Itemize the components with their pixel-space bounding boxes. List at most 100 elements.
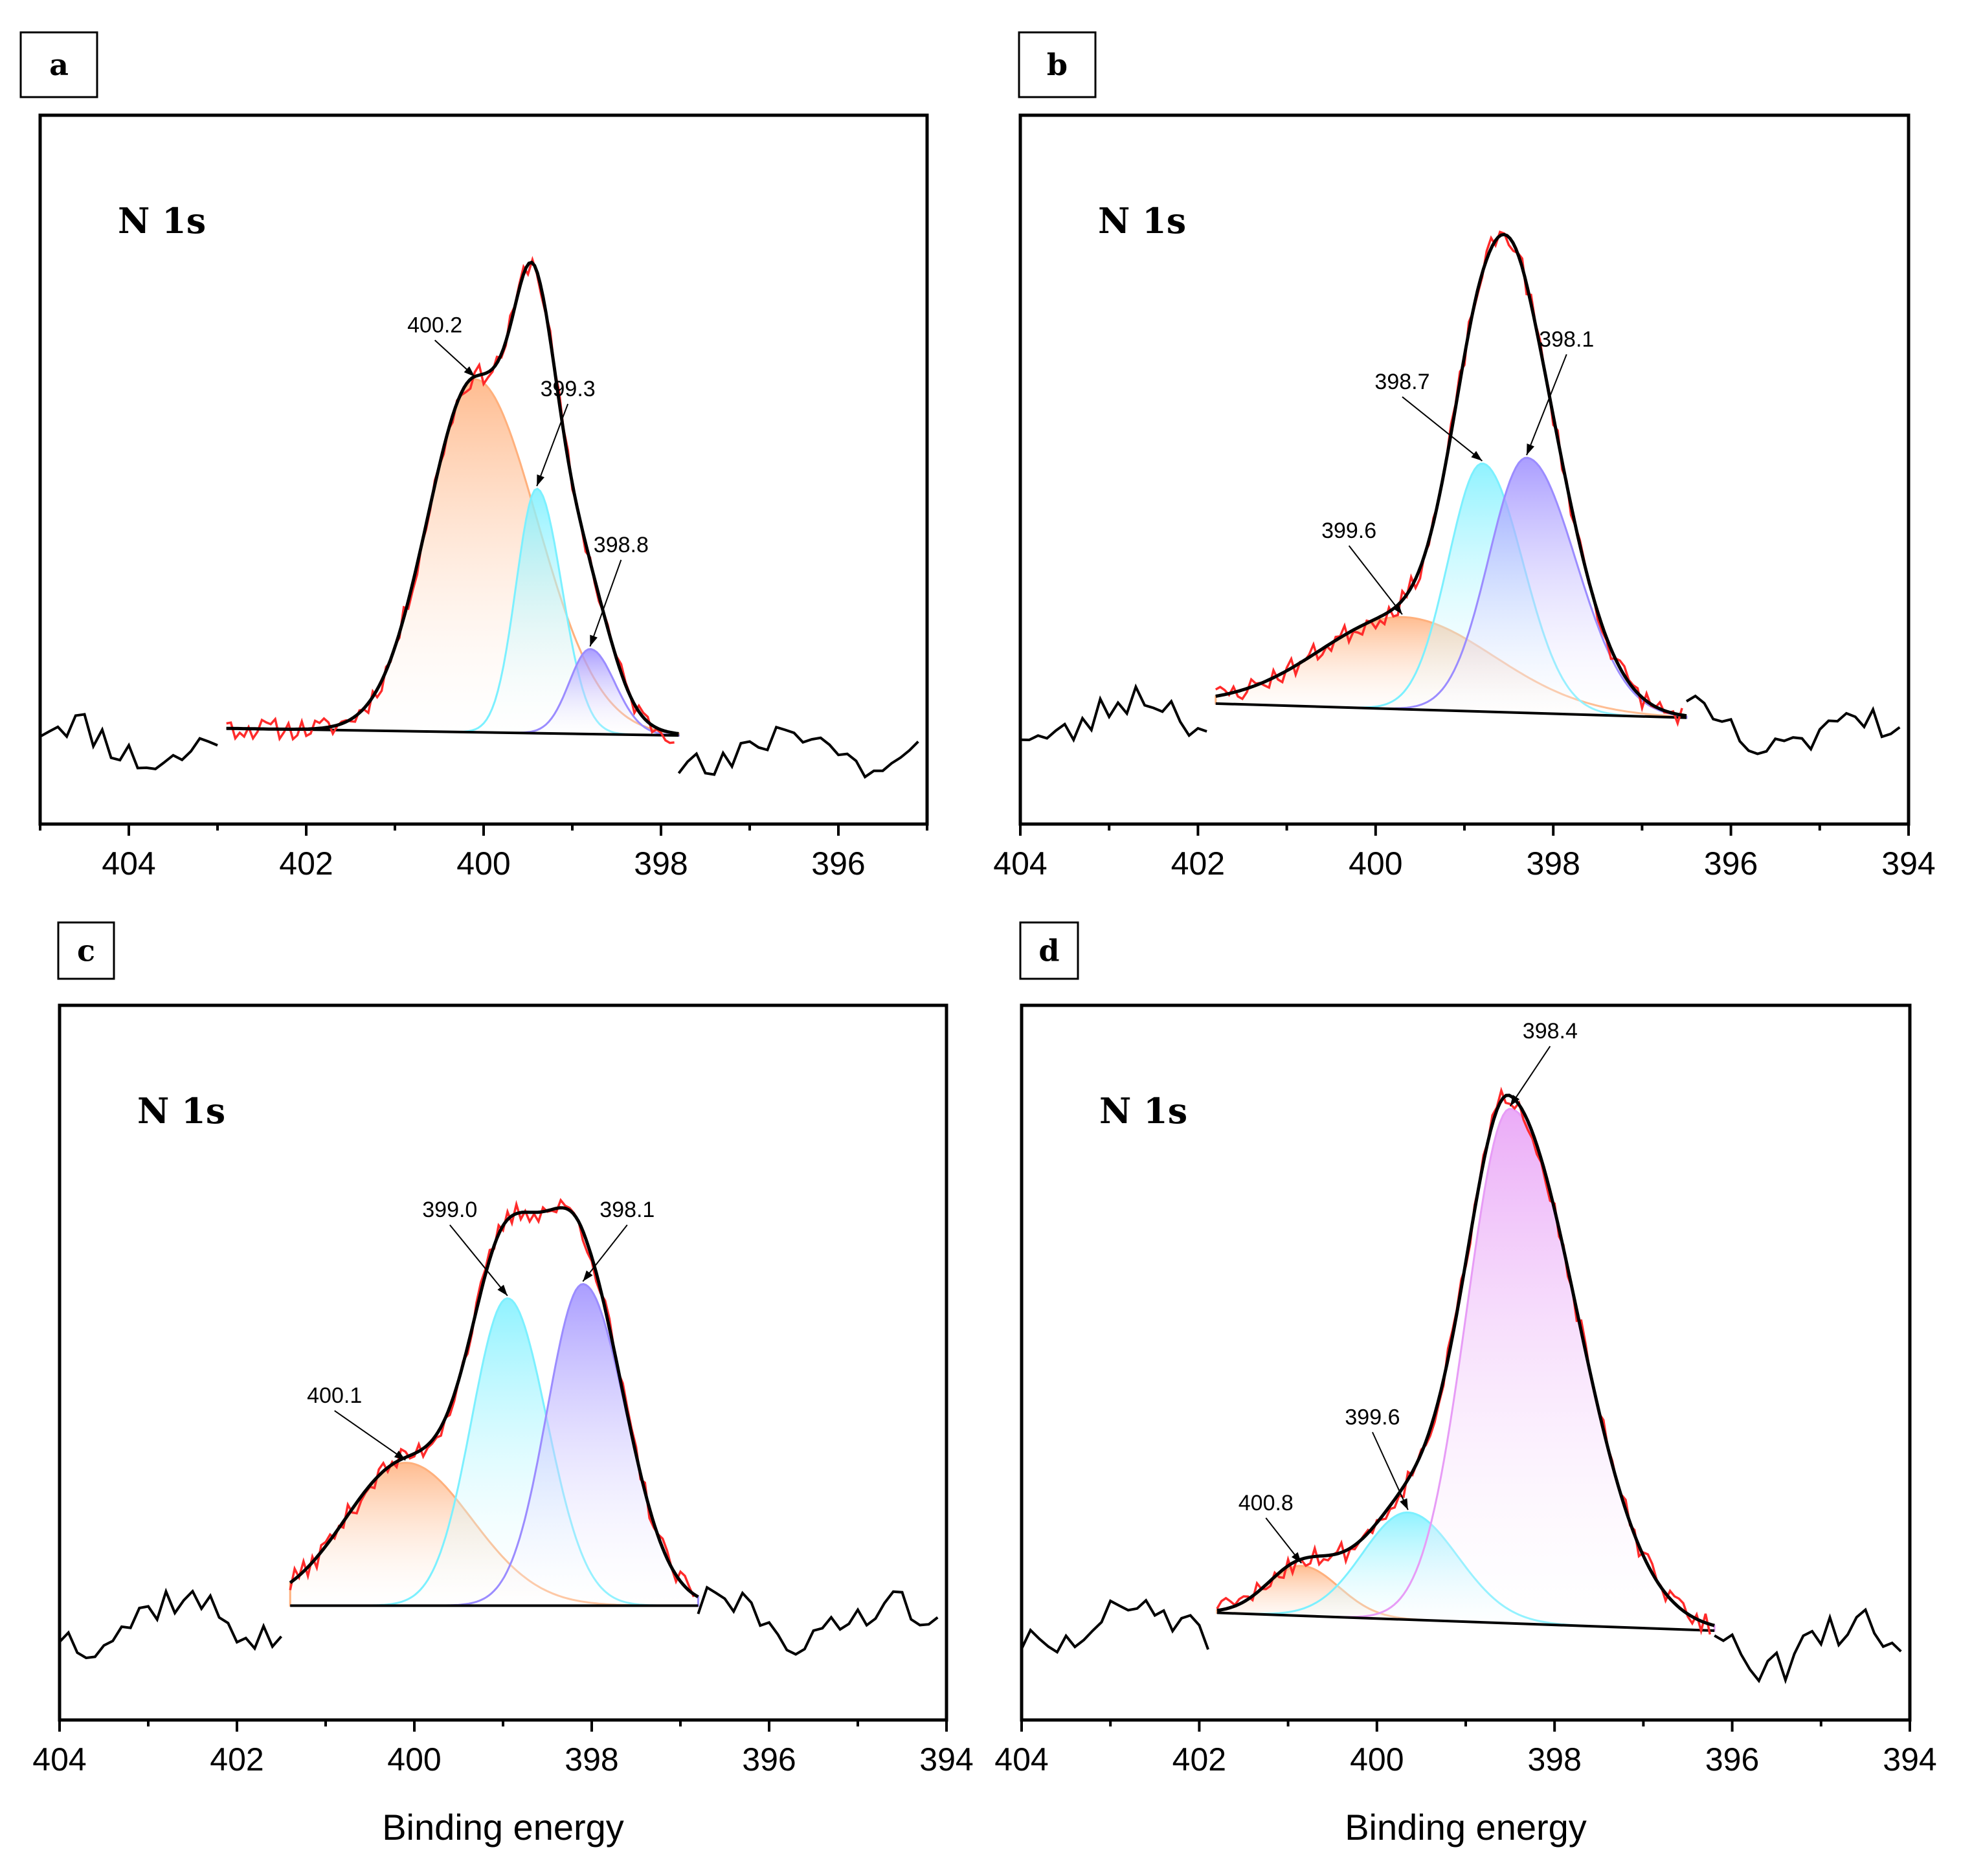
arrow-head (1527, 443, 1535, 456)
x-tick-label: 402 (1172, 1741, 1226, 1778)
panel-label-box (57, 921, 115, 980)
peak-annotation: 399.3 (536, 377, 596, 487)
component-peak (1216, 1108, 1716, 1632)
x-tick-label: 396 (742, 1741, 796, 1778)
annotation-label: 398.7 (1374, 370, 1429, 394)
peak-annotation: 398.1 (1526, 327, 1594, 456)
panel-d: d 400.8 399.6 398.4 N 1s 404 402 400 398 396 394 Bi… (994, 921, 1937, 1848)
annotation-arrow (582, 1224, 628, 1282)
x-tick-label: 398 (1526, 845, 1580, 882)
panel-label: a (49, 47, 69, 82)
annotation-arrow (589, 559, 622, 647)
plot-area (60, 1198, 939, 1660)
arrow-head (1392, 603, 1402, 615)
annotation-arrow (536, 403, 569, 487)
x-axis-label: Binding energy (1345, 1807, 1587, 1848)
peak-annotation: 400.1 (307, 1383, 406, 1461)
raw-spectrum-right (677, 725, 919, 779)
fit-envelope (289, 1206, 699, 1598)
x-tick-label: 396 (1704, 845, 1758, 882)
fit-baseline (1216, 1611, 1715, 1632)
panel-label: c (77, 933, 95, 968)
panel-b: b 399.6 398.7 398.1 N 1s 404 402 400 398 396 394 (993, 31, 1936, 882)
raw-spectrum-left (1022, 1598, 1209, 1655)
x-axis-label: Binding energy (382, 1807, 624, 1848)
x-tick-label: 394 (1883, 1741, 1936, 1778)
raw-spectrum-right (1714, 1607, 1902, 1684)
chart-title: N 1s (1099, 1090, 1187, 1132)
arrow-head (464, 366, 475, 377)
annotation-label: 398.4 (1523, 1019, 1578, 1044)
fit-envelope (226, 260, 679, 735)
x-tick-label: 400 (387, 1741, 441, 1778)
fit-envelope (1215, 232, 1687, 718)
x-tick-label: 404 (993, 845, 1047, 882)
raw-spectrum-left (60, 1587, 283, 1660)
annotation-arrow (1526, 353, 1567, 456)
x-tick-label: 394 (1881, 845, 1935, 882)
arrow-head (497, 1284, 508, 1296)
fit-baseline (1215, 702, 1687, 719)
annotation-arrow (1509, 1045, 1551, 1107)
plot-area (1022, 1086, 1902, 1684)
panel-label-box (1018, 31, 1097, 98)
raw-spectrum-right (1685, 694, 1901, 755)
plot-area (40, 256, 919, 779)
peak-annotation: 398.4 (1509, 1019, 1578, 1107)
x-tick-label: 394 (919, 1741, 973, 1778)
x-tick-label: 404 (32, 1741, 86, 1778)
annotation-label: 399.0 (422, 1198, 477, 1222)
annotation-label: 400.1 (307, 1383, 362, 1408)
arrow-head (1471, 451, 1483, 461)
arrow-head (583, 1270, 593, 1282)
x-tick-label: 398 (565, 1741, 618, 1778)
annotation-label: 398.1 (600, 1198, 655, 1222)
x-tick-label: 398 (634, 845, 688, 882)
annotation-label: 398.1 (1539, 327, 1594, 352)
peak-annotation: 400.8 (1238, 1491, 1302, 1564)
x-tick-label: 402 (1171, 845, 1225, 882)
peak-annotation: 398.8 (589, 533, 649, 647)
peak-annotation: 399.6 (1345, 1405, 1409, 1510)
x-tick-label: 402 (279, 845, 333, 882)
raw-spectrum-left (40, 713, 218, 770)
annotation-arrow (449, 1224, 508, 1297)
annotation-label: 398.8 (594, 533, 649, 557)
annotation-label: 399.3 (541, 377, 596, 401)
chart-title: N 1s (118, 200, 206, 241)
arrow-head (590, 634, 598, 647)
panel-label-box (1019, 921, 1079, 980)
chart-title: N 1s (137, 1090, 225, 1132)
panel-label: b (1047, 47, 1068, 82)
annotation-arrow (1348, 545, 1403, 615)
annotation-arrow (334, 1410, 406, 1461)
panel-label: d (1038, 933, 1059, 968)
x-tick-label: 404 (102, 845, 155, 882)
arrow-head (394, 1450, 406, 1460)
arrow-head (1291, 1552, 1302, 1563)
panel-a: a 400.2 399.3 398.8 N 1s 404 402 400 398 396 (19, 31, 929, 882)
peak-annotation: 398.1 (582, 1198, 655, 1282)
peak-annotation: 399.0 (422, 1198, 508, 1297)
x-tick-label: 404 (994, 1741, 1048, 1778)
annotation-arrow (1402, 396, 1483, 462)
peak-annotation: 398.7 (1374, 370, 1483, 462)
annotation-label: 399.6 (1321, 519, 1376, 543)
x-tick-label: 396 (1705, 1741, 1759, 1778)
x-tick-label: 398 (1527, 1741, 1581, 1778)
x-tick-label: 400 (456, 845, 510, 882)
arrow-head (1400, 1498, 1408, 1510)
arrow-head (537, 474, 544, 486)
x-tick-label: 402 (210, 1741, 263, 1778)
x-tick-label: 396 (811, 845, 865, 882)
peak-annotation: 400.2 (407, 313, 475, 377)
plot-area (1020, 230, 1901, 755)
panel-label-box (19, 31, 98, 98)
x-tick-label: 400 (1350, 1741, 1404, 1778)
chart-title: N 1s (1098, 200, 1186, 241)
annotation-arrow (1372, 1431, 1409, 1510)
annotation-label: 400.8 (1238, 1491, 1294, 1515)
annotation-label: 400.2 (407, 313, 462, 337)
x-tick-label: 400 (1349, 845, 1402, 882)
